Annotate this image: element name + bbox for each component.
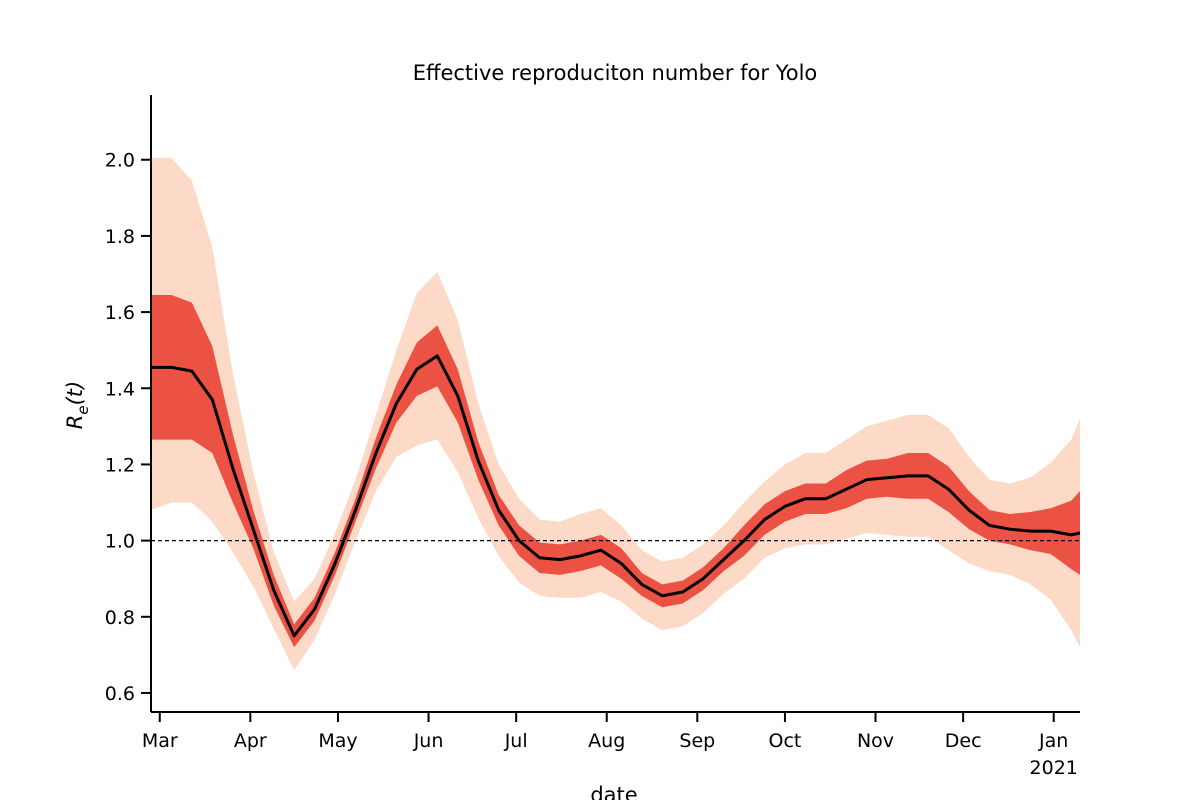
x-tick-label: Aug xyxy=(588,730,625,752)
x-tick-label: Jun xyxy=(413,730,444,752)
x-tick-sublabel: 2021 xyxy=(1030,757,1078,779)
x-tick-label: Oct xyxy=(769,730,802,752)
y-axis-label: Re(t) xyxy=(63,381,92,429)
x-tick-label: Nov xyxy=(857,730,894,752)
y-tick-label: 0.8 xyxy=(105,607,135,629)
y-label-part: e xyxy=(74,405,92,414)
median-line xyxy=(151,354,1081,638)
y-label-part: R xyxy=(63,415,87,430)
x-tick-label: May xyxy=(318,730,357,752)
y-tick-label: 1.8 xyxy=(105,226,135,248)
x-axis-label: date xyxy=(590,783,637,800)
y-tick-label: 1.0 xyxy=(105,531,135,553)
x-tick-label: Sep xyxy=(679,730,715,752)
y-tick-label: 1.2 xyxy=(105,454,135,476)
x-tick-label: Jul xyxy=(504,730,528,752)
credible-band xyxy=(151,157,1080,671)
chart-title: Effective reproduciton number for Yolo xyxy=(413,61,818,85)
y-tick-label: 0.6 xyxy=(105,683,135,705)
x-tick-label: Dec xyxy=(945,730,982,752)
y-label-part: (t) xyxy=(63,381,87,406)
x-tick-label: Jan xyxy=(1038,730,1068,752)
x-tick-label: Mar xyxy=(142,730,178,752)
x-tick-label: Apr xyxy=(234,730,267,752)
y-tick-label: 1.4 xyxy=(105,378,135,400)
credible-band xyxy=(151,294,1080,648)
y-tick-label: 2.0 xyxy=(105,150,135,172)
y-tick-label: 1.6 xyxy=(105,302,135,324)
